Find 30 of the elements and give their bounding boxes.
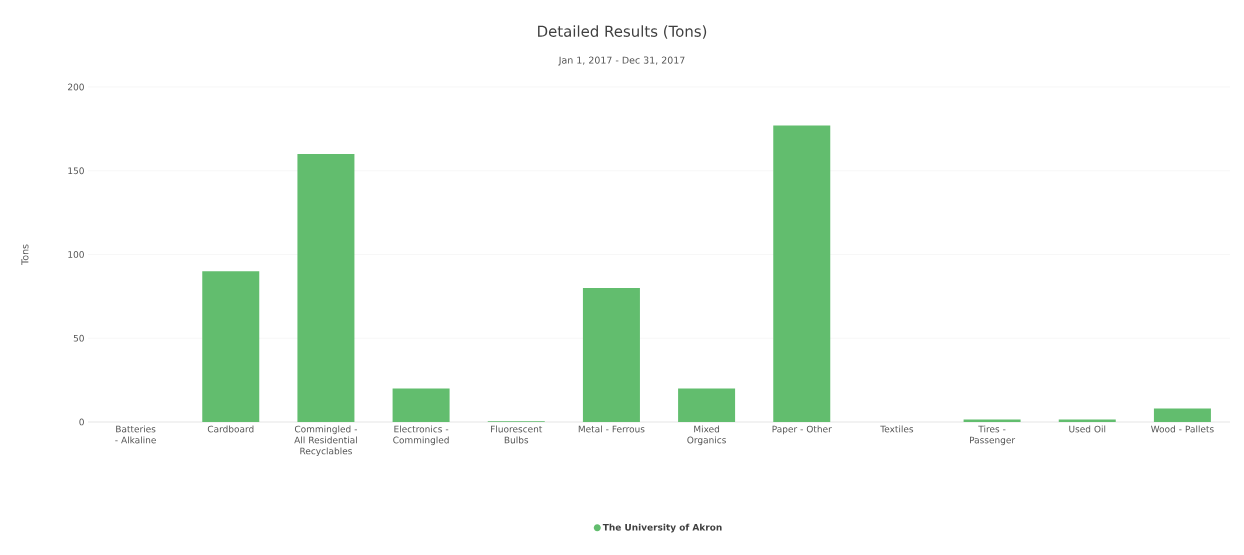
x-tick-label: Textiles — [880, 425, 914, 433]
chart-title: Detailed Results (Tons) — [538, 25, 707, 39]
bar — [582, 287, 640, 422]
x-tick-label: Fluorescent Bulbs — [491, 425, 543, 444]
y-tick-label: 150 — [68, 167, 84, 175]
x-tick-label: Mixed Organics — [687, 425, 726, 446]
y-tick-label: 100 — [68, 251, 84, 258]
bar — [202, 271, 260, 422]
x-tick-label: Used Oil — [1069, 425, 1106, 433]
bar — [773, 125, 831, 422]
y-tick-label: 50 — [73, 334, 84, 342]
x-tick-label: Wood - Pallets — [1151, 425, 1214, 433]
x-tick-label: Metal - Ferrous — [578, 425, 645, 433]
x-tick-label: Batteries - Alkaline — [115, 425, 156, 444]
bar — [963, 419, 1021, 422]
bar — [392, 388, 450, 422]
bar — [297, 153, 355, 422]
bar — [1058, 419, 1116, 422]
x-tick-label: Electronics - Commingled — [393, 425, 449, 446]
x-tick-label: Tires - Passenger — [970, 425, 1016, 446]
y-axis-title: Tons — [21, 244, 29, 265]
x-tick-label: Commingled - All Residential Recyclables — [294, 425, 357, 457]
y-tick-label: 0 — [79, 418, 84, 426]
bar — [678, 388, 736, 422]
bar — [1153, 408, 1211, 422]
x-tick-label: Paper - Other — [772, 425, 832, 435]
y-tick-label: 200 — [68, 83, 84, 91]
x-tick-label: Cardboard — [207, 425, 254, 433]
legend-label: The University of Akron — [602, 523, 722, 533]
chart-subtitle: Jan 1, 2017 - Dec 31, 2017 — [558, 56, 685, 66]
